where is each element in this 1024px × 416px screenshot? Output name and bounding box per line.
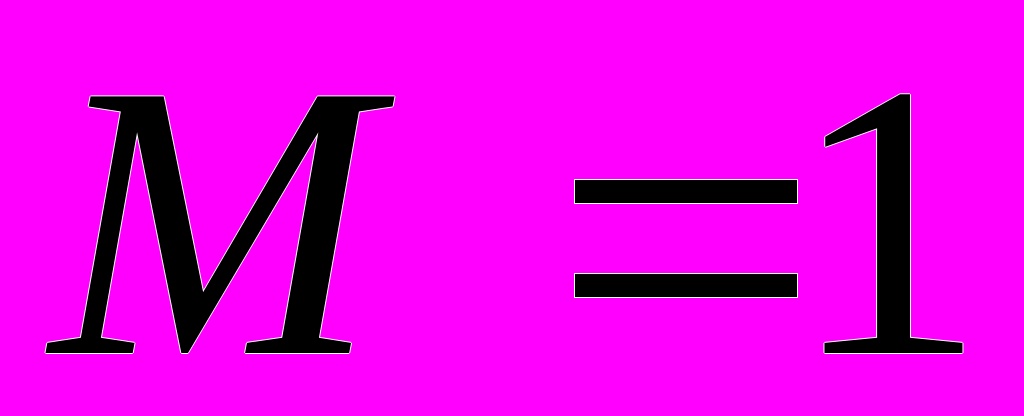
equals-bottom-bar [575, 274, 797, 297]
variable-m-glyph: M [50, 4, 377, 416]
equals-top-bar [575, 180, 797, 203]
value-one-glyph: 1 [790, 4, 986, 416]
